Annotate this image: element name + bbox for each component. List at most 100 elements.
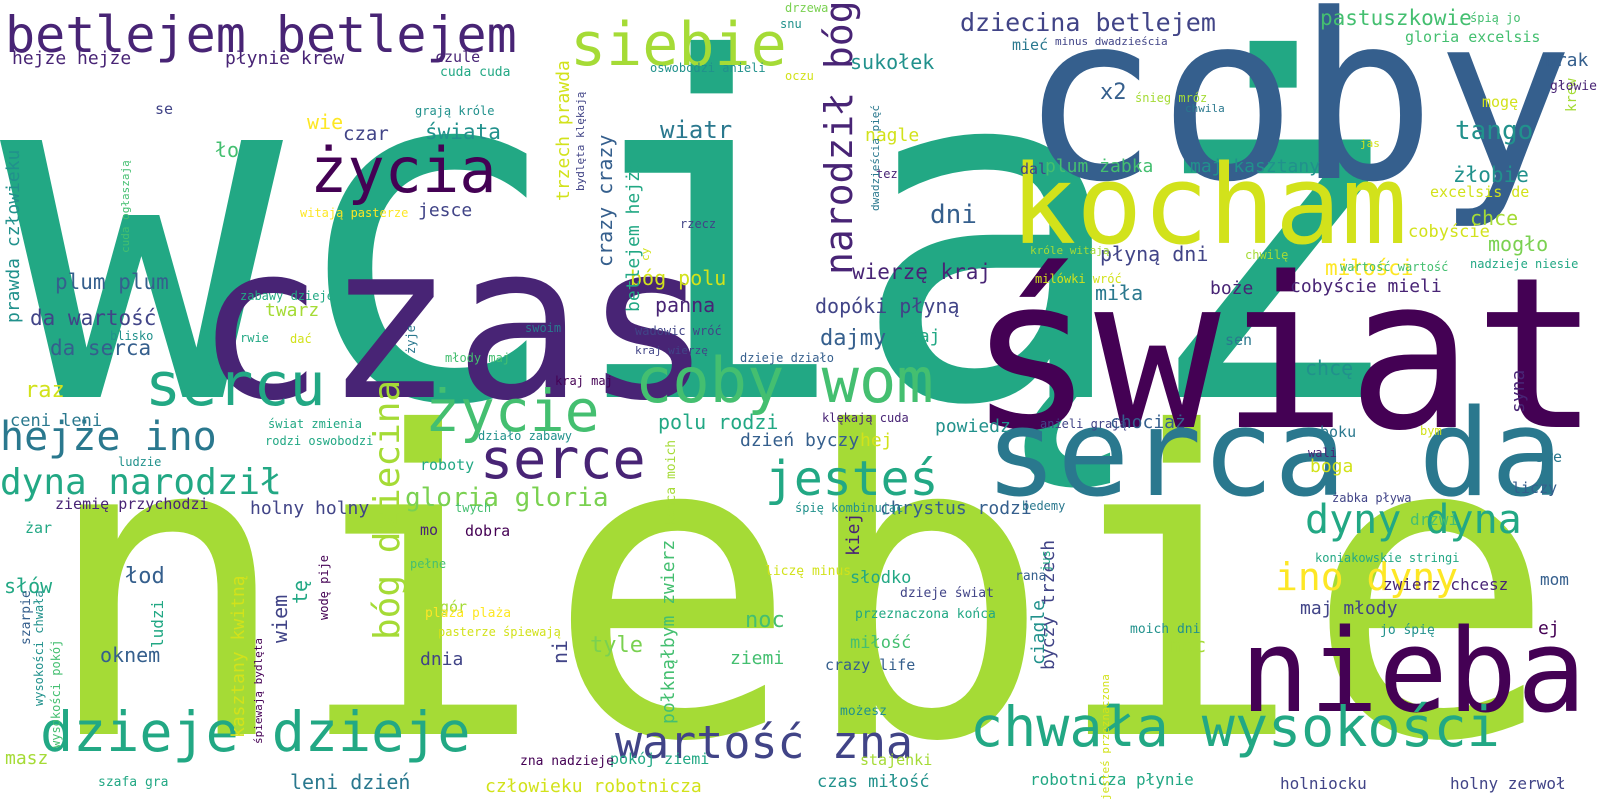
word-moc: moc [1170,633,1207,657]
word-cuda-oglaszaja: cuda ogłaszają [119,160,132,253]
word-swoim: swoim [525,321,562,335]
word-wciaz: wciąż [0,0,1415,508]
word-betlejem-hejze: betlejem hejże [623,160,644,312]
word-jesce: jesce [418,200,473,221]
word-krole-witaja: króle witają [1030,244,1110,257]
word-glowie: głowie [1550,79,1597,94]
word-czar: czar [343,123,389,145]
word-panna: panna [655,293,716,317]
word-dobra: dobra [465,522,511,540]
word-plum-plum: plum plum [55,270,169,294]
word-dopoki-plyna: dopóki płyną [815,294,960,318]
word-excelsis-de: excelsis de [1430,183,1530,201]
word-dziecina-betlejem: dziecina betlejem [960,8,1216,37]
word-wali: wali [1308,446,1337,460]
word-klekaja-cuda: klękają cuda [822,411,909,425]
word-oczu: oczu [785,69,814,83]
word-tyle: tyle [590,633,643,658]
word-dni: dni [930,200,977,230]
word-moglo: mogło [1488,232,1549,256]
word-witaja-pasterze: witają pasterze [300,206,409,220]
word-zycia: życia [310,134,497,207]
word-swiat: świat [967,232,1600,477]
word-moich-dni: moich dni [1130,622,1201,637]
word-twych: twych [455,501,492,515]
word-szafa-gra: szafa gra [98,775,169,790]
word-polknalbym-zwierz: połknąłbym zwierz [658,539,679,724]
word-wode-pije: wodę pije [317,554,331,620]
word-tango: tango [1455,116,1534,146]
word-syna: syna [1508,369,1529,413]
word-dzieje-swiat: dzieje świat [900,586,994,601]
word-sukolek: sukołek [850,50,935,74]
word-slodko: słodko [850,568,912,588]
word-czas: czas [195,197,713,448]
word-dwadziescia-piec: dwadzieścia pięć [869,105,882,211]
word-rzecz: rzecz [680,217,717,231]
word-milosc: miłość [850,633,912,653]
word-wiatr: wiatr [660,116,733,144]
word-hej: hej [860,430,893,451]
word-chwile: chwilę [1245,248,1289,262]
word-szarpie: szarpie [19,590,34,645]
word-mila: miła [1095,281,1144,305]
word-twarz: twarz [265,300,320,321]
word-dyny-dyna: dyny dyna [1305,497,1522,543]
word-jestes-przeznaczona: jesteś przeznaczona [1099,674,1112,800]
word-serca-da: serca da [985,385,1563,524]
word-se: se [155,100,174,118]
word-cobyscie-mieli: cobyście mieli [1290,276,1442,297]
word-zlobie: żłobie [1453,163,1529,187]
word-drzewa: drzewa [785,1,829,15]
word-bog-polu: bóg polu [630,266,727,290]
word-bydleta-klekaja: bydlęta klękają [574,91,587,191]
word-ziemie-przychodzi: ziemię przychodzi [55,495,209,513]
word-chce: chce [1470,206,1519,230]
word-jas: jas [1360,137,1380,150]
word-ludzie: ludzie [118,455,162,469]
word-swiat-zmienia: świat zmienia [268,417,362,431]
word-betlejem-betlejem: betlejem betlejem [5,6,517,64]
word-zabka-plywa: żabka pływa [1332,491,1412,505]
word-drzwi: drzwi [1410,510,1459,529]
word-bog-dziecina: bóg dziecina [367,379,408,640]
word-wiem: wiem [268,594,292,643]
word-holny-holny: holny holny [250,498,370,519]
word-oswobodzi-anieli: oswobodzi anieli [650,61,766,75]
word-liczy: liczy [1512,479,1558,497]
word-zabawy-dzieje: zabawy dzieje [240,289,334,303]
word-maj-mlody: maj młody [1300,598,1398,619]
word-mozesz: możesz [840,704,887,719]
word-raz: raz [25,378,65,403]
word-zna-nadzieje: zna nadzieje [520,754,614,769]
word-licze-minus: liczę minus [765,564,852,579]
word-spiewaja-bydleta: śpiewają bydlęta [252,638,265,744]
word-rwie: rwie [240,331,269,345]
word-powiedz: powiedz [935,416,1011,437]
word-noc: noc [745,608,785,633]
word-spie-kombinujac: śpię kombinując [795,501,904,515]
word-kocham: kocham [1010,141,1408,269]
word-pastuszkowie: pastuszkowie [1320,6,1472,30]
word-mom: mom [1540,570,1569,589]
word-x2: x2 [1100,80,1127,105]
word-nieba: nieba [1240,605,1587,739]
word-koniakowskie-stringi: koniakowskie stringi [1315,551,1460,565]
word-ceni-leni: ceni leni [10,411,103,431]
word-zwierz-chcesz: zwierz chcesz [1383,575,1509,594]
word-gloria-gloria: gloria gloria [405,483,609,513]
word-wadowic-wroc: wadowic wróć [635,324,722,338]
word-masz: masz [5,748,49,769]
word-anieli-graja: anieli grają [1040,417,1127,431]
word-chociaz: chociaż [1110,412,1186,433]
word-dal: dal [1020,160,1048,178]
word-rana: rana [1015,569,1047,584]
word-niebie: niebie [40,345,1558,800]
word-holniocku: holniocku [1280,774,1367,793]
word-boga: boga [1310,456,1354,477]
word-dzieje-dzialo: dzieje działo [740,351,834,365]
word-plynie-krew: płynie krew [225,48,345,69]
word-trzech-prawda: trzech prawda [553,60,574,201]
word-plum-zabka: plum żabka [1045,156,1154,177]
